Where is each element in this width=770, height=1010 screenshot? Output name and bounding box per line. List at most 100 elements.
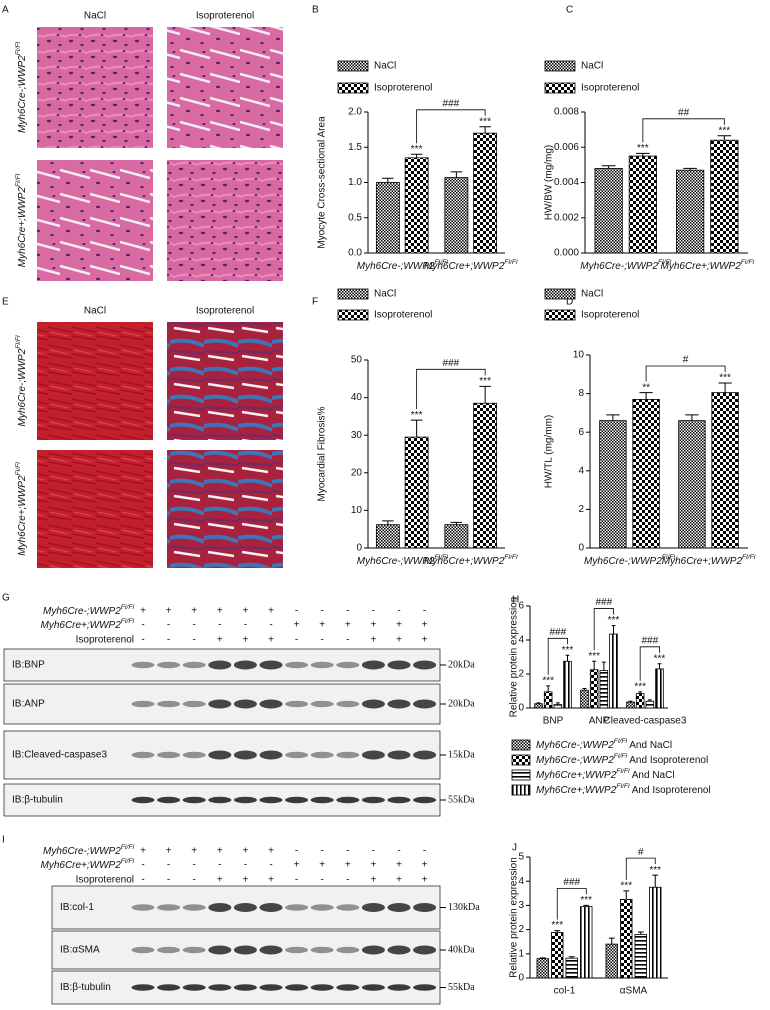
micrograph (37, 160, 153, 281)
blot-band (131, 796, 155, 804)
blot-band (259, 699, 283, 709)
x-tick-label-part: Fl/Fl (504, 259, 518, 266)
micrograph (37, 322, 153, 440)
condition-sign: + (396, 635, 402, 646)
y-tick-label: 20 (351, 467, 363, 478)
error-bar (410, 419, 423, 438)
condition-sign: - (372, 846, 375, 857)
bar (655, 668, 664, 709)
condition-sign: - (167, 875, 170, 886)
blot-band (131, 984, 155, 991)
error-bar (718, 382, 732, 393)
condition-label-part: Fl/Fl (121, 604, 135, 611)
error-bar (611, 625, 616, 635)
significance-label: *** (719, 125, 731, 136)
blot-band (310, 661, 334, 669)
legend-swatch (511, 769, 531, 781)
condition-sign: + (422, 620, 428, 631)
panel-letter: G (2, 593, 10, 604)
y-axis-label: HW/TL (mg/mm) (544, 415, 555, 489)
x-tick-label-part: Fl/Fl (435, 259, 449, 266)
error-bar (410, 153, 423, 158)
condition-sign: + (217, 635, 223, 646)
legend-label: NaCl (374, 289, 396, 300)
error-bar (450, 521, 463, 525)
blot-band (361, 660, 385, 670)
blot-band (413, 984, 437, 991)
marker-label: 55kDa (448, 794, 475, 805)
bar (375, 182, 400, 254)
significance-label: *** (588, 651, 600, 662)
blot-band (182, 946, 206, 954)
panel-letter: C (566, 5, 573, 16)
blot-band (157, 946, 181, 954)
x-tick-label-part: Myh6Cre+;WWP2 (424, 261, 505, 272)
blot-band (208, 984, 232, 991)
blot-band (157, 661, 181, 669)
condition-sign: - (321, 606, 324, 617)
bar (599, 420, 627, 549)
comparison-label: # (638, 847, 644, 858)
row-label-part: Fl/Fl (15, 42, 22, 56)
blot-row-label: IB:αSMA (60, 945, 100, 956)
condition-label: Myh6Cre-;WWP2Fl/Fl (43, 844, 134, 857)
row-label-part: Myh6Cre-;WWP2 (17, 348, 28, 426)
blot-band (310, 946, 334, 954)
error-bar (554, 930, 561, 933)
condition-sign: + (268, 635, 274, 646)
bar (605, 943, 618, 979)
x-tick-label-part: Myh6Cre-;WWP2 (357, 261, 435, 272)
blot-band (310, 984, 334, 991)
blot-row-label: IB:β-tubulin (60, 982, 111, 993)
y-tick-label: 1.5 (348, 142, 362, 153)
bar (473, 132, 498, 254)
blot-band (285, 946, 309, 954)
legend-label: NaCl (581, 289, 603, 300)
x-tick-label: Myh6Cre+;WWP2Fl/Fl (424, 259, 518, 272)
blot-band (208, 699, 232, 709)
condition-sign: - (346, 875, 349, 886)
legend-label: NaCl (581, 61, 603, 72)
condition-label: Isoproterenol (76, 635, 134, 646)
blot-row-label: IB:β-tubulin (12, 795, 63, 806)
condition-sign: + (140, 846, 146, 857)
comparison-bracket (416, 368, 486, 410)
legend-swatch (544, 288, 576, 300)
legend-label: Myh6Cre+;WWP2Fl/Fl And NaCl (536, 768, 675, 781)
blot-band (157, 751, 181, 759)
blot-band (336, 904, 360, 911)
y-tick-label: 1 (518, 948, 524, 959)
x-tick-label-part: Fl/Fl (741, 259, 755, 266)
blot-band (259, 903, 283, 912)
condition-sign: - (295, 606, 298, 617)
legend-swatch (337, 288, 369, 300)
row-label: Myh6Cre+;WWP2Fl/Fl (15, 462, 28, 556)
x-tick-label: Myh6Cre-;WWP2Fl/Fl (580, 259, 671, 272)
condition-sign: + (422, 860, 428, 871)
blot-band (208, 660, 232, 670)
legend-label-part: And NaCl (627, 740, 672, 751)
error-bar (568, 956, 575, 959)
micrograph (167, 160, 283, 281)
error-bar (601, 165, 616, 169)
condition-sign: + (294, 860, 300, 871)
condition-sign: - (141, 860, 144, 871)
condition-sign: - (423, 606, 426, 617)
error-bar (652, 874, 659, 888)
condition-sign: + (396, 620, 402, 631)
blot-band (182, 904, 206, 911)
condition-sign: + (268, 875, 274, 886)
panel-letter: F (312, 297, 318, 308)
x-tick-label-part: Fl/Fl (658, 259, 672, 266)
legend-label-part: Myh6Cre+;WWP2 (536, 785, 617, 796)
x-tick-label: Myh6Cre-;WWP2Fl/Fl (357, 259, 448, 272)
y-axis-label: HW/BW (mg/mg) (544, 145, 555, 221)
blot-band (310, 796, 334, 804)
bar (534, 703, 543, 709)
legend-label-part: And NaCl (630, 770, 675, 781)
micrograph (167, 322, 283, 440)
bar (473, 402, 498, 549)
bar (711, 392, 739, 549)
y-tick-label: 2 (518, 924, 524, 935)
comparison-label: ### (443, 98, 460, 109)
